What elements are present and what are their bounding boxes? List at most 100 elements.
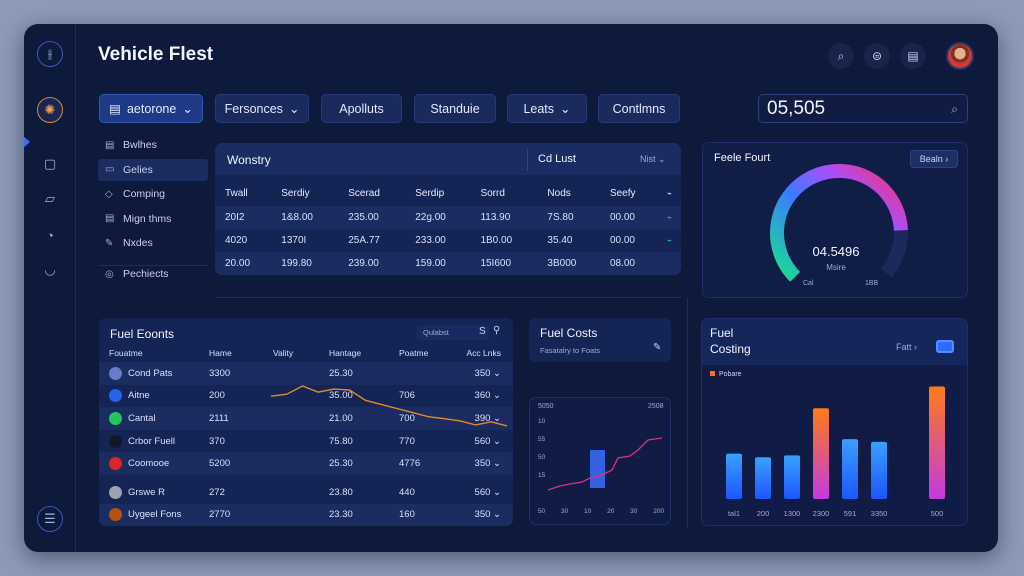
file-icon[interactable]: ▢ <box>43 156 57 171</box>
chevron-down-icon: ⌄ <box>493 367 501 379</box>
copy-icon[interactable]: ▱ <box>45 191 55 206</box>
toggle-view-icon[interactable] <box>936 340 954 353</box>
cell: 3B000 <box>537 252 600 275</box>
menu-icon[interactable]: ☰ <box>37 506 63 532</box>
search-input[interactable]: 05,505 ⌕ <box>758 94 968 123</box>
link-label: Fatt <box>896 342 912 352</box>
table-row[interactable]: Coomooe 5200 25.30 4776 350 ⌄ <box>99 452 513 475</box>
chevron-down-icon: ⌄ <box>288 102 300 116</box>
gauge-icon[interactable]: ✺ <box>37 97 63 123</box>
table-row[interactable]: Crbor Fuell 370 75.80 770 560 ⌄ <box>99 430 513 453</box>
cell <box>263 362 319 385</box>
table-header-row: Twall Serdiy Scerad Serdip Sorrd Nods Se… <box>215 181 681 206</box>
station-name: Uygeel Fons <box>128 509 182 521</box>
table-row[interactable]: 4020 1370I 25A.77 233.00 1B0.00 35.40 00… <box>215 229 681 252</box>
sidenav-label: Comping <box>123 188 166 200</box>
sidenav-item-mign-thms[interactable]: ▤ Mign thms <box>98 208 208 230</box>
table-row[interactable]: Cantal 2111 21.00 700 390 ⌄ <box>99 407 513 430</box>
bar-2[interactable] <box>755 457 771 499</box>
sidenav-item-pechiects[interactable]: ◎ Pechiects <box>98 263 208 285</box>
x-tick: 30 <box>560 508 569 515</box>
cell: 235.00 <box>338 206 406 229</box>
station-logo-icon <box>109 508 122 522</box>
fuel-costing-link[interactable]: Fatt › <box>896 342 917 352</box>
column-header: Hame <box>209 348 232 359</box>
cell: 113.90 <box>470 206 538 229</box>
avatar[interactable] <box>946 42 974 70</box>
app-window: ⫲ ✺ ▢ ▱ ◔ ◡ ☰ Vehicle Flest ⌕ ⊜ ▤ ▤ aetor… <box>24 24 998 552</box>
worstry-panel: Wonstry Cd Lust Nist ⌄ Twall Serdiy Scer… <box>215 143 681 275</box>
sidenav-item-gelies[interactable]: ▭ Gelies <box>98 158 208 181</box>
bar-8[interactable] <box>929 386 945 499</box>
station-logo-icon <box>109 411 122 425</box>
column-header: Hantage <box>329 348 362 359</box>
bar-6[interactable] <box>871 441 887 499</box>
tab-contlmns[interactable]: Contlmns <box>598 94 680 123</box>
worstry-filter-button[interactable]: Nist ⌄ <box>640 154 666 165</box>
tab-aetorone[interactable]: ▤ aetorone ⌄ <box>99 94 203 123</box>
tab-label: Fersonces <box>224 101 283 116</box>
cell: 15I600 <box>470 252 538 275</box>
cell: 00.00 <box>599 206 658 229</box>
cell: 20I2 <box>215 206 272 229</box>
filter-icon[interactable]: ⚲ <box>493 325 501 336</box>
station-cell: Uygeel Fons <box>99 503 199 526</box>
cell: 08.00 <box>599 252 658 275</box>
sidenav-item-bwlhes[interactable]: ▤ Bwlhes <box>98 134 208 156</box>
cell <box>263 452 319 475</box>
clock-icon[interactable]: ◔ <box>46 227 54 243</box>
bar-3[interactable] <box>784 455 800 499</box>
pen-icon: ✎ <box>105 237 114 249</box>
cell: 700 <box>389 407 453 430</box>
search-icon[interactable]: ⌕ <box>951 102 958 116</box>
sparkline-icon: ⌁ <box>667 236 672 245</box>
fuel-costs-subtitle: Fasatalry to Foats <box>540 346 601 355</box>
bag-icon[interactable]: ⊜ <box>864 43 890 69</box>
button-label: Bealn <box>919 154 943 164</box>
column-header: Twall <box>225 188 248 199</box>
sidenav-item-comping[interactable]: ◇ Comping <box>98 183 208 205</box>
folder-icon[interactable]: ▤ <box>900 43 926 69</box>
shield-icon[interactable]: ◡ <box>44 262 56 277</box>
chevron-down-icon: ⌄ <box>493 390 501 402</box>
tab-apolluts[interactable]: Apolluts <box>321 94 402 123</box>
table-row[interactable]: Grswe R 272 23.80 440 560 ⌄ <box>99 481 513 504</box>
chevron-right-icon: › <box>914 342 918 352</box>
fuel-costing-bar-chart: tal1 200 1300 2300 591 3350 500 <box>726 386 945 518</box>
table-row[interactable]: Aitne 200 35.00 706 360 ⌄ <box>99 385 513 408</box>
fuel-points-search[interactable]: Qulabst <box>417 325 489 340</box>
trend-series <box>270 385 508 427</box>
cell: 350 ⌄ <box>453 362 513 385</box>
worstry-title: Wonstry <box>227 153 271 167</box>
pen-icon[interactable]: ✎ <box>653 342 662 353</box>
tab-standuie[interactable]: Standuie <box>414 94 496 123</box>
table-row[interactable]: 20.00 199.80 239.00 159.00 15I600 3B000 … <box>215 252 681 275</box>
cell: 23.80 <box>329 486 353 498</box>
fuel-points-count: S <box>479 326 486 337</box>
y-tick: 55 <box>538 436 546 443</box>
bar-4[interactable] <box>813 408 829 499</box>
table-row[interactable]: Uygeel Fons 2770 23.30 160 350 ⌄ <box>99 503 513 526</box>
bar-1[interactable] <box>726 453 742 499</box>
fuel-points-title: Fuel Eoonts <box>110 327 175 341</box>
gauge-action-button[interactable]: Bealn › <box>910 150 958 168</box>
sidenav-label: Bwlhes <box>123 139 157 151</box>
search-icon[interactable]: ⌕ <box>828 43 854 69</box>
diamond-icon: ◇ <box>105 188 113 200</box>
cell: 22g.00 <box>405 206 471 229</box>
tab-fersonces[interactable]: Fersonces ⌄ <box>215 94 309 123</box>
worstry-right-title: Cd Lust <box>538 153 576 165</box>
table-row[interactable]: 20I2 1&8.00 235.00 22g.00 113.90 7S.80 0… <box>215 206 681 229</box>
bar-5[interactable] <box>842 439 858 499</box>
divider <box>98 265 208 266</box>
x-tick: 50 <box>537 508 546 515</box>
grid-icon[interactable]: ⫲ <box>37 41 63 67</box>
sidenav-item-nxdes[interactable]: ✎ Nxdes <box>98 232 208 254</box>
y-tick: 50 <box>538 454 546 461</box>
sparkline-icon <box>657 252 681 275</box>
tab-leats[interactable]: Leats ⌄ <box>507 94 587 123</box>
table-row[interactable]: Cond Pats 3300 25.30 350 ⌄ <box>99 362 513 385</box>
sidenav-label: Gelies <box>123 163 153 176</box>
fuel-costs-chart <box>547 437 663 491</box>
x-tick-label: 1300 <box>784 509 801 518</box>
